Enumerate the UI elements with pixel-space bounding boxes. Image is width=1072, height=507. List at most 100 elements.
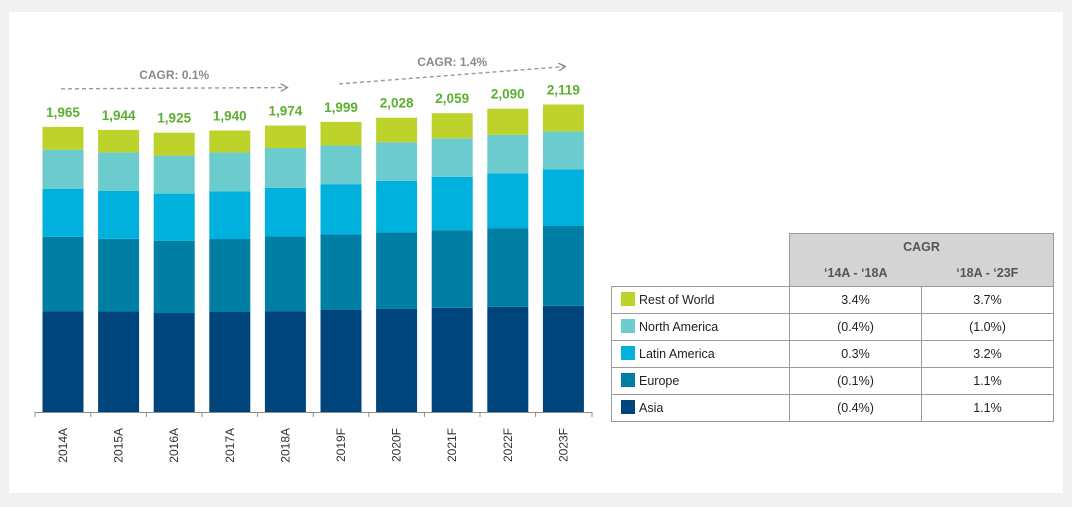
x-tick-label: 2014A bbox=[56, 428, 70, 463]
bar-segment-north-america bbox=[209, 152, 251, 192]
region-label: Europe bbox=[639, 374, 680, 388]
cagr-value: 1.1% bbox=[921, 367, 1054, 395]
region-label: Asia bbox=[639, 401, 664, 415]
bar-segment-rest-of-world bbox=[431, 113, 473, 139]
bar-segment-north-america bbox=[98, 152, 140, 191]
bar-segment-north-america bbox=[376, 142, 418, 181]
bar-segment-asia bbox=[153, 313, 195, 412]
bar-segment-europe bbox=[153, 240, 195, 314]
cagr-value: 1.1% bbox=[921, 394, 1054, 422]
x-tick-label: 2017A bbox=[223, 428, 237, 463]
x-tick-label: 2019F bbox=[334, 428, 348, 462]
region-label: Latin America bbox=[639, 347, 715, 361]
table-row: Latin America 0.3% 3.2% bbox=[611, 340, 1054, 368]
bar-segment-asia bbox=[487, 306, 529, 412]
region-label: North America bbox=[639, 320, 719, 334]
bar-total-label: 1,940 bbox=[213, 108, 247, 123]
bar-segment-rest-of-world bbox=[153, 132, 195, 156]
bar-segment-europe bbox=[431, 230, 473, 308]
cagr-value: (0.4%) bbox=[789, 394, 922, 422]
cagr-value: 0.3% bbox=[789, 340, 922, 368]
bar-segment-europe bbox=[209, 239, 251, 312]
bar-segment-asia bbox=[320, 309, 362, 412]
bar-segment-europe bbox=[42, 236, 84, 312]
bar-segment-asia bbox=[542, 305, 584, 412]
bar-segment-latin-america bbox=[264, 187, 306, 237]
bar-segment-rest-of-world bbox=[264, 125, 306, 149]
legend-swatch-north-america bbox=[621, 319, 635, 333]
legend-swatch-latin-america bbox=[621, 346, 635, 360]
bar-segment-rest-of-world bbox=[487, 108, 529, 135]
bar-segment-latin-america bbox=[153, 193, 195, 241]
bar-total-label: 2,090 bbox=[491, 87, 525, 102]
bar-segment-rest-of-world bbox=[98, 129, 140, 153]
bar-total-label: 2,119 bbox=[547, 82, 580, 97]
x-tick-label: 2016A bbox=[167, 428, 181, 463]
bar-segment-north-america bbox=[431, 138, 473, 177]
bar-total-label: 1,999 bbox=[324, 100, 358, 115]
bar-total-label: 2,028 bbox=[380, 96, 414, 111]
bar-segment-latin-america bbox=[98, 190, 140, 239]
bar-segment-north-america bbox=[42, 149, 84, 189]
bar-total-label: 2,059 bbox=[435, 91, 469, 106]
legend-swatch-europe bbox=[621, 373, 635, 387]
bar-segment-asia bbox=[264, 311, 306, 412]
bar-segment-latin-america bbox=[376, 180, 418, 233]
x-tick-label: 2018A bbox=[278, 428, 292, 463]
bar-segment-europe bbox=[320, 234, 362, 310]
bar-segment-rest-of-world bbox=[376, 117, 418, 143]
table-row: Asia (0.4%) 1.1% bbox=[611, 394, 1054, 422]
x-tick-label: 2021F bbox=[445, 428, 459, 462]
bar-segment-north-america bbox=[320, 145, 362, 185]
bar-segment-asia bbox=[209, 311, 251, 412]
x-tick-label: 2015A bbox=[112, 428, 126, 463]
bar-segment-asia bbox=[431, 307, 473, 412]
table-row: North America (0.4%) (1.0%) bbox=[611, 313, 1054, 341]
bar-total-label: 1,974 bbox=[269, 104, 303, 119]
cagr-arrow bbox=[60, 88, 287, 89]
bar-total-label: 1,965 bbox=[46, 105, 80, 120]
bar-segment-europe bbox=[98, 238, 140, 312]
bar-segment-asia bbox=[376, 308, 418, 412]
x-tick-label: 2023F bbox=[556, 428, 570, 462]
bar-segment-europe bbox=[487, 228, 529, 307]
bar-segment-north-america bbox=[264, 148, 306, 188]
cagr-value: 3.7% bbox=[921, 285, 1054, 314]
bar-segment-europe bbox=[376, 232, 418, 309]
bar-segment-north-america bbox=[542, 131, 584, 170]
cagr-value: (1.0%) bbox=[921, 313, 1054, 341]
cagr-col-2018-2023: ‘18A - ‘23F bbox=[921, 259, 1054, 286]
legend-swatch-rest-of-world bbox=[621, 292, 635, 306]
bar-segment-latin-america bbox=[487, 173, 529, 229]
region-cell: Europe bbox=[611, 367, 790, 395]
bar-total-label: 1,944 bbox=[102, 108, 136, 123]
table-row: Rest of World 3.4% 3.7% bbox=[611, 285, 1054, 314]
cagr-col-2014-2018: ‘14A - ‘18A bbox=[789, 259, 922, 286]
bar-segment-asia bbox=[98, 311, 140, 412]
bar-segment-north-america bbox=[487, 134, 529, 174]
legend-swatch-asia bbox=[621, 400, 635, 414]
cagr-arrow-label: CAGR: 0.1% bbox=[139, 68, 209, 82]
bar-segment-latin-america bbox=[320, 184, 362, 235]
bar-segment-latin-america bbox=[542, 169, 584, 226]
bar-segment-europe bbox=[264, 236, 306, 312]
bar-segment-rest-of-world bbox=[542, 104, 584, 132]
bar-segment-rest-of-world bbox=[42, 126, 84, 150]
bar-segment-latin-america bbox=[42, 188, 84, 237]
table-row: Europe (0.1%) 1.1% bbox=[611, 367, 1054, 395]
bar-total-label: 1,925 bbox=[157, 111, 191, 126]
cagr-table-title: CAGR bbox=[789, 233, 1054, 260]
cagr-arrow-label: CAGR: 1.4% bbox=[417, 55, 487, 69]
region-cell: North America bbox=[611, 313, 790, 341]
cagr-value: 3.2% bbox=[921, 340, 1054, 368]
cagr-value: (0.4%) bbox=[789, 313, 922, 341]
bar-segment-asia bbox=[42, 311, 84, 412]
x-tick-label: 2022F bbox=[501, 428, 515, 462]
region-cell: Asia bbox=[611, 394, 790, 422]
bar-segment-europe bbox=[542, 225, 584, 306]
region-cell: Rest of World bbox=[611, 285, 790, 314]
cagr-arrow bbox=[338, 66, 565, 85]
cagr-table: CAGR ‘14A - ‘18A ‘18A - ‘23F Rest of Wor… bbox=[611, 233, 1054, 422]
x-tick-label: 2020F bbox=[390, 428, 404, 462]
